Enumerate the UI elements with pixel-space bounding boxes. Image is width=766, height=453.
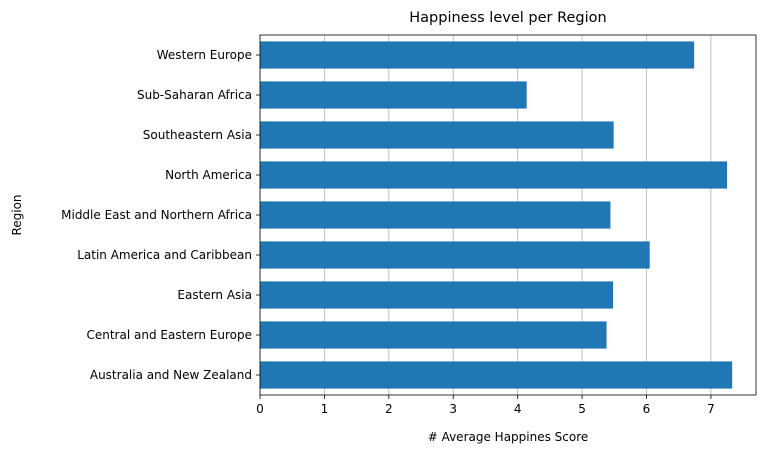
bar (260, 361, 733, 389)
bar (260, 321, 607, 349)
y-tick-label: Latin America and Caribbean (77, 248, 252, 262)
y-tick-label: Central and Eastern Europe (86, 328, 252, 342)
x-tick-label: 1 (321, 402, 329, 416)
y-tick-label: Southeastern Asia (143, 128, 252, 142)
bars (260, 41, 733, 389)
y-axis-ticks: Australia and New Zealand Central and Eas… (61, 48, 260, 382)
x-axis-label: # Average Happines Score (428, 430, 589, 444)
y-tick-label: Sub-Saharan Africa (137, 88, 252, 102)
y-tick-label: Australia and New Zealand (90, 368, 252, 382)
x-tick-label: 2 (385, 402, 393, 416)
x-tick-label: 4 (514, 402, 522, 416)
x-tick-label: 3 (449, 402, 457, 416)
y-tick-label: Eastern Asia (177, 288, 252, 302)
x-axis-ticks: 0 1 2 3 4 5 6 7 (256, 395, 715, 416)
bar (260, 281, 613, 309)
bar (260, 121, 614, 149)
bar (260, 81, 527, 109)
y-tick-label: Western Europe (157, 48, 252, 62)
y-tick-label: North America (165, 168, 252, 182)
y-tick-label: Middle East and Northern Africa (61, 208, 252, 222)
chart-title: Happiness level per Region (409, 10, 606, 26)
x-tick-label: 7 (707, 402, 715, 416)
bar (260, 201, 611, 229)
y-axis-label: Region (10, 194, 24, 235)
bar (260, 41, 695, 69)
x-tick-label: 6 (643, 402, 651, 416)
x-tick-label: 5 (578, 402, 586, 416)
bar (260, 241, 650, 269)
bar (260, 161, 728, 189)
x-tick-label: 0 (256, 402, 264, 416)
